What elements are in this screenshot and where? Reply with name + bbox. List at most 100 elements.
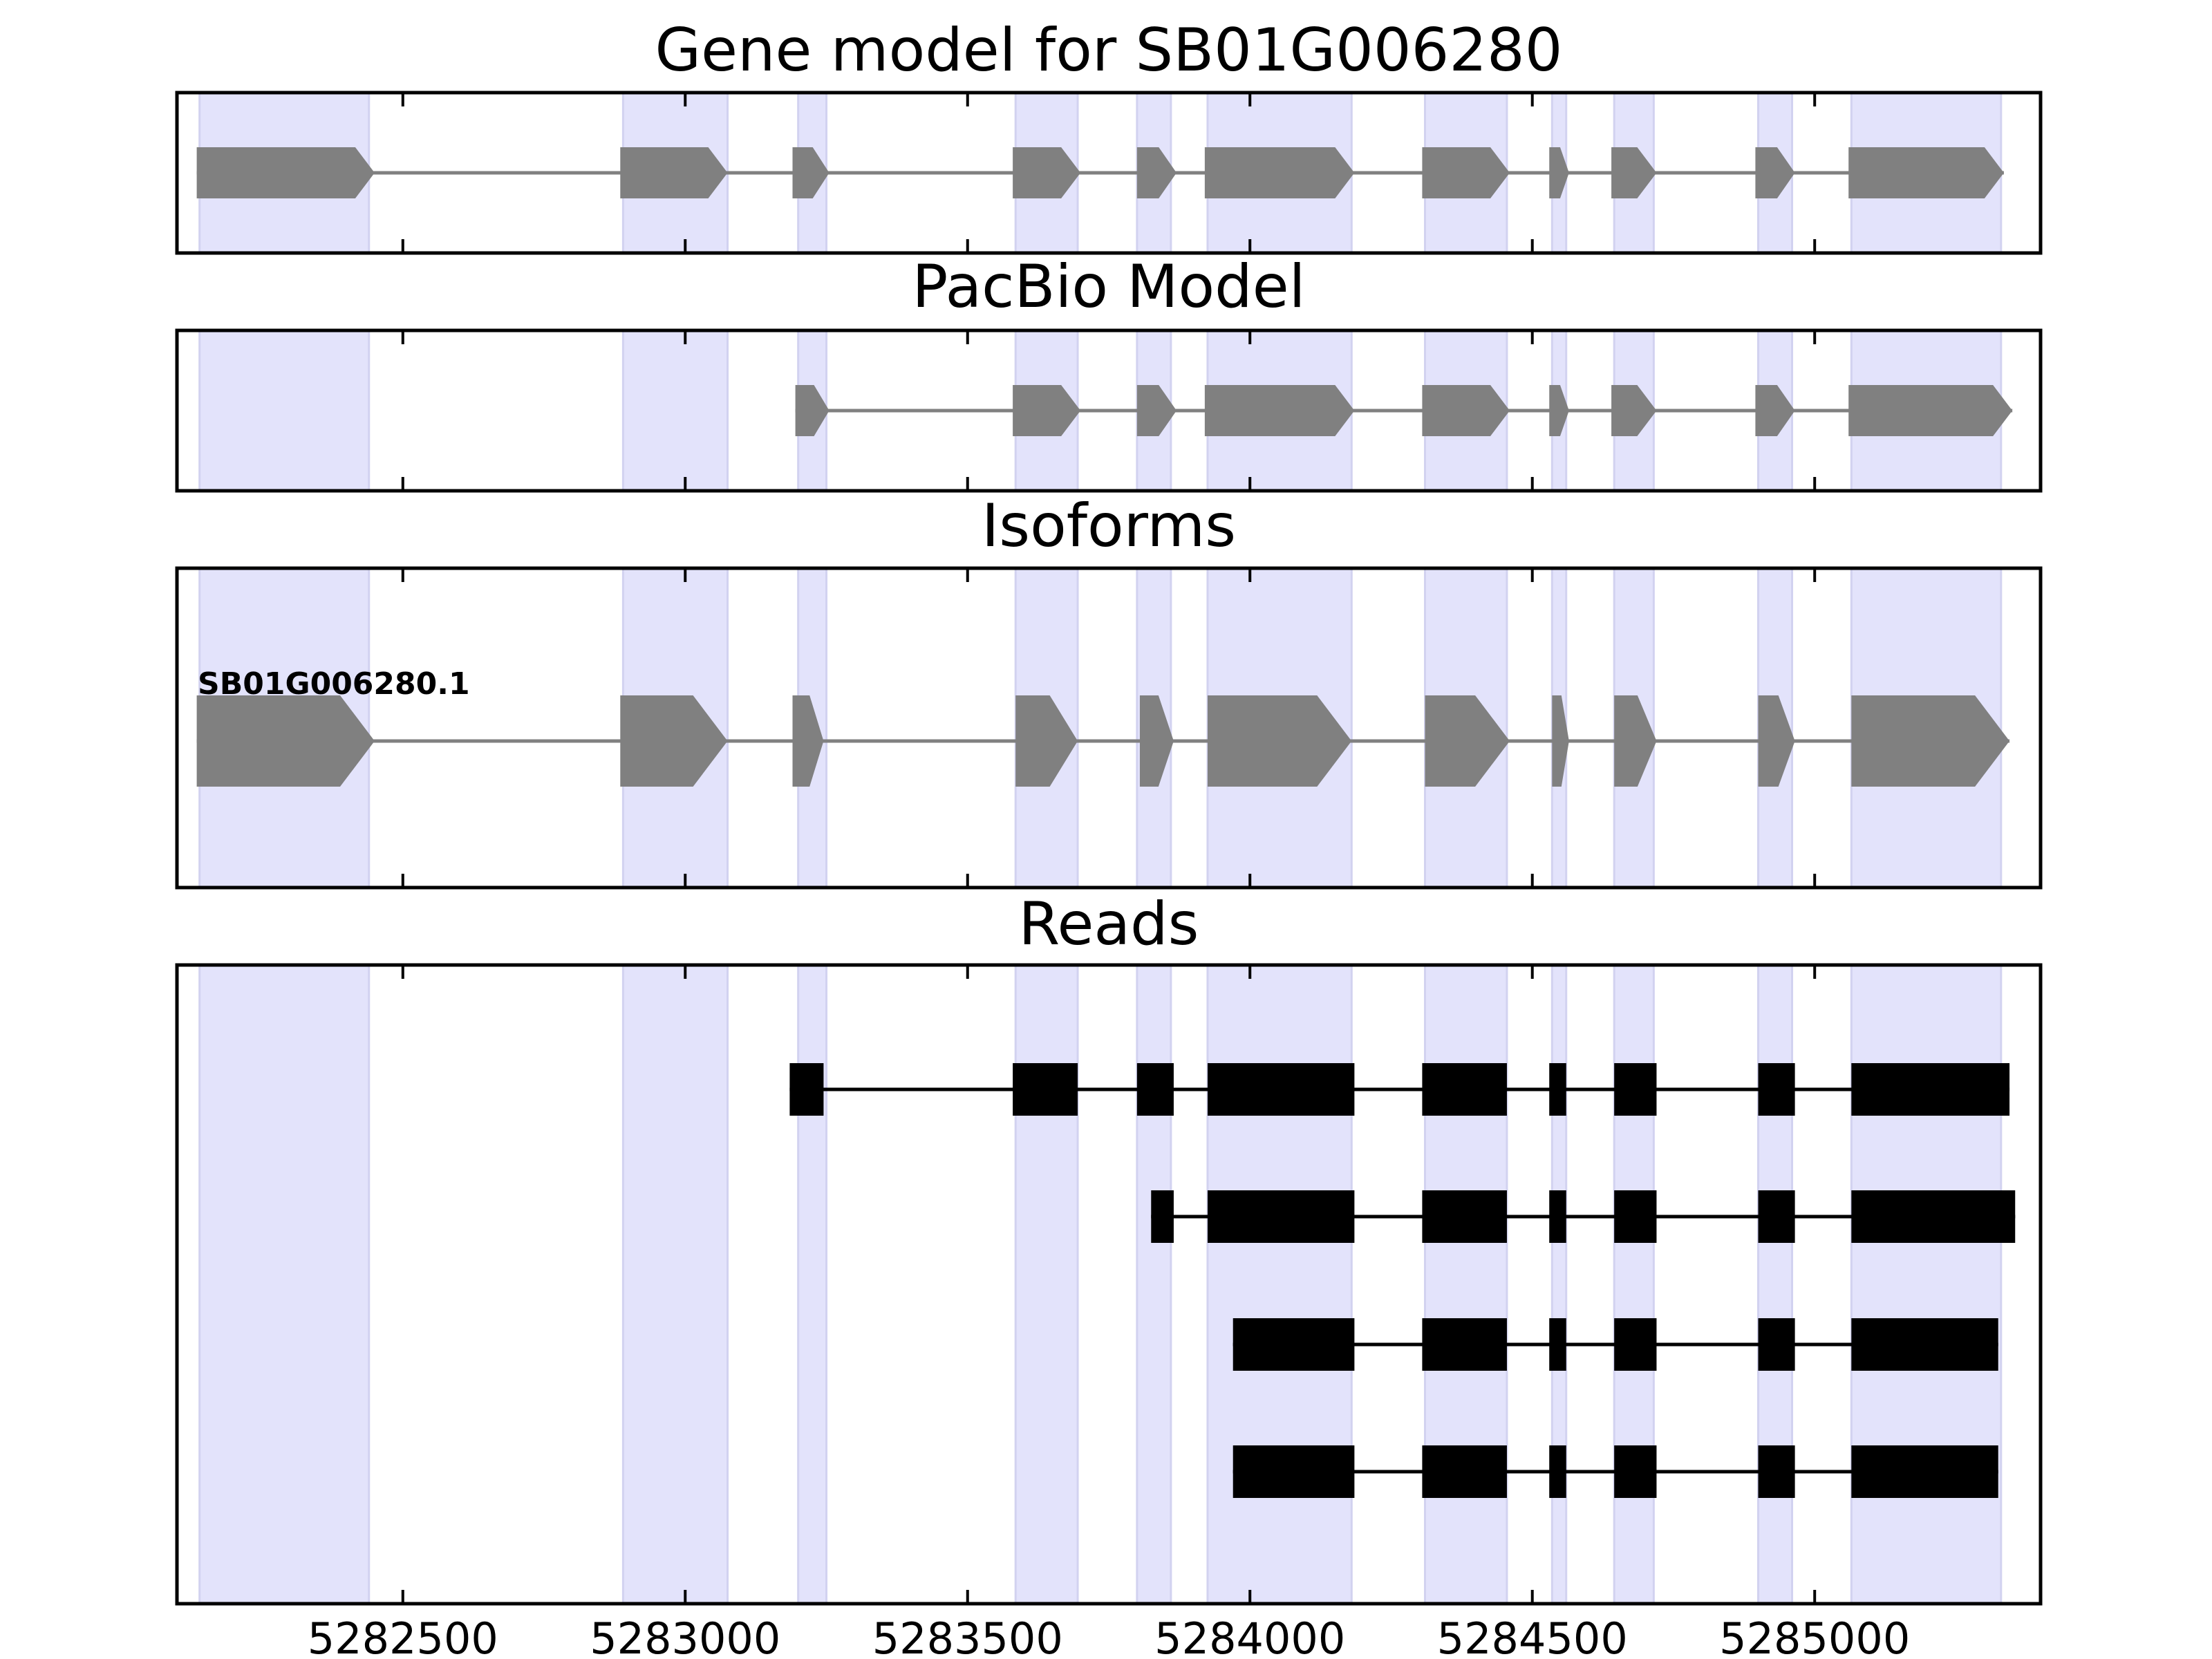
read-exon [1232, 1318, 1355, 1371]
exon-band [1424, 964, 1508, 1605]
exon-arrow [196, 147, 375, 198]
read-exon [1207, 1063, 1355, 1116]
isoforms-transcript [196, 695, 2010, 787]
exon-arrow [1755, 385, 1795, 436]
x-tick-label: 5284500 [1437, 1613, 1628, 1659]
exon-band [797, 964, 828, 1605]
read-exon [1549, 1445, 1566, 1498]
exon-arrow [1611, 147, 1657, 198]
exon-arrow [1136, 385, 1177, 436]
exon-arrow [620, 695, 728, 787]
exon-arrow [1549, 385, 1569, 436]
read-exon [1758, 1063, 1795, 1116]
read-exon [1851, 1318, 1998, 1371]
gene-model-panel [175, 91, 2043, 255]
exon-arrow [1549, 147, 1569, 198]
read-exon [1758, 1445, 1795, 1498]
read-exon [1614, 1063, 1657, 1116]
exon-arrow [1848, 385, 2013, 436]
read-exon [1614, 1318, 1657, 1371]
read-1 [789, 1063, 2010, 1116]
read-exon [1207, 1190, 1355, 1243]
exon-arrow [196, 695, 375, 787]
exon-arrow [1758, 695, 1795, 787]
exon-band [1206, 964, 1353, 1605]
pacbio-panel [175, 328, 2043, 493]
read-exon [1136, 1063, 1174, 1116]
read-exon [1758, 1190, 1795, 1243]
exon-arrow [620, 147, 728, 198]
read-exon [1422, 1318, 1507, 1371]
reads-panel-title: Reads [1019, 890, 1199, 959]
read-exon [789, 1063, 824, 1116]
read-exon [1851, 1190, 2016, 1243]
exon-arrow [795, 385, 830, 436]
isoform-label: SB01G006280.1 [198, 666, 470, 702]
exon-arrow [1851, 695, 2010, 787]
read-exon [1851, 1445, 1998, 1498]
x-axis-tick-labels: 5282500 5283000 5283500 5284000 5284500 52850… [308, 1613, 1911, 1659]
read-exon [1549, 1063, 1566, 1116]
read-2 [1151, 1190, 2016, 1243]
exon-band [1550, 964, 1568, 1605]
exon-arrow [1204, 385, 1355, 436]
exon-arrow [1013, 385, 1081, 436]
exon-band [1014, 964, 1079, 1605]
exon-arrow [1848, 147, 2004, 198]
read-exon [1151, 1190, 1174, 1243]
read-exon [1549, 1190, 1566, 1243]
exon-arrow [1015, 695, 1078, 787]
x-tick-label: 5284000 [1154, 1613, 1345, 1659]
exon-arrow [792, 147, 830, 198]
isoforms-panel: SB01G006280.1 [175, 566, 2043, 890]
read-exon [1232, 1445, 1355, 1498]
exon-arrow [792, 695, 824, 787]
exon-arrow [1013, 147, 1081, 198]
isoforms-panel-title: Isoforms [982, 491, 1236, 561]
reads-panel [175, 963, 2043, 1606]
exon-arrow [1422, 385, 1510, 436]
exon-arrow [1422, 147, 1510, 198]
exon-band [621, 964, 729, 1605]
exon-band [1757, 964, 1794, 1605]
pacbio-frame [175, 328, 2043, 493]
exon-band [1850, 964, 2003, 1605]
exon-arrow [1611, 385, 1657, 436]
exon-band [198, 329, 371, 492]
isoforms-frame [175, 566, 2043, 890]
exon-band [1613, 964, 1655, 1605]
exon-band [1136, 964, 1172, 1605]
exon-arrow [1136, 147, 1177, 198]
x-tick-label: 5285000 [1719, 1613, 1910, 1659]
exon-arrow [1552, 695, 1569, 787]
pacbio-panel-title: PacBio Model [912, 252, 1305, 321]
gene_model-transcript [196, 147, 2004, 198]
read-exon [1549, 1318, 1566, 1371]
exon-arrow [1204, 147, 1355, 198]
read-exon [1422, 1445, 1507, 1498]
x-tick-label: 5283500 [872, 1613, 1063, 1659]
exon-arrow [1139, 695, 1174, 787]
read-exon [1851, 1063, 2010, 1116]
exon-arrow [1425, 695, 1510, 787]
read-exon [1422, 1190, 1507, 1243]
exon-band [198, 964, 371, 1605]
gene-model-frame [175, 91, 2043, 255]
exon-arrow [1614, 695, 1657, 787]
read-3 [1232, 1318, 1998, 1371]
read-4 [1232, 1445, 1998, 1498]
read-exon [1013, 1063, 1078, 1116]
x-tick-label: 5282500 [308, 1613, 498, 1659]
reads-frame [175, 963, 2043, 1606]
exon-band [621, 329, 729, 492]
gene-model-panel-title: Gene model for SB01G006280 [655, 16, 1563, 85]
read-exon [1614, 1190, 1657, 1243]
read-exon [1422, 1063, 1507, 1116]
pacbio-transcript [795, 385, 2013, 436]
x-tick-label: 5283000 [590, 1613, 780, 1659]
read-exon [1614, 1445, 1657, 1498]
exon-arrow [1207, 695, 1352, 787]
read-exon [1758, 1318, 1795, 1371]
exon-arrow [1755, 147, 1795, 198]
